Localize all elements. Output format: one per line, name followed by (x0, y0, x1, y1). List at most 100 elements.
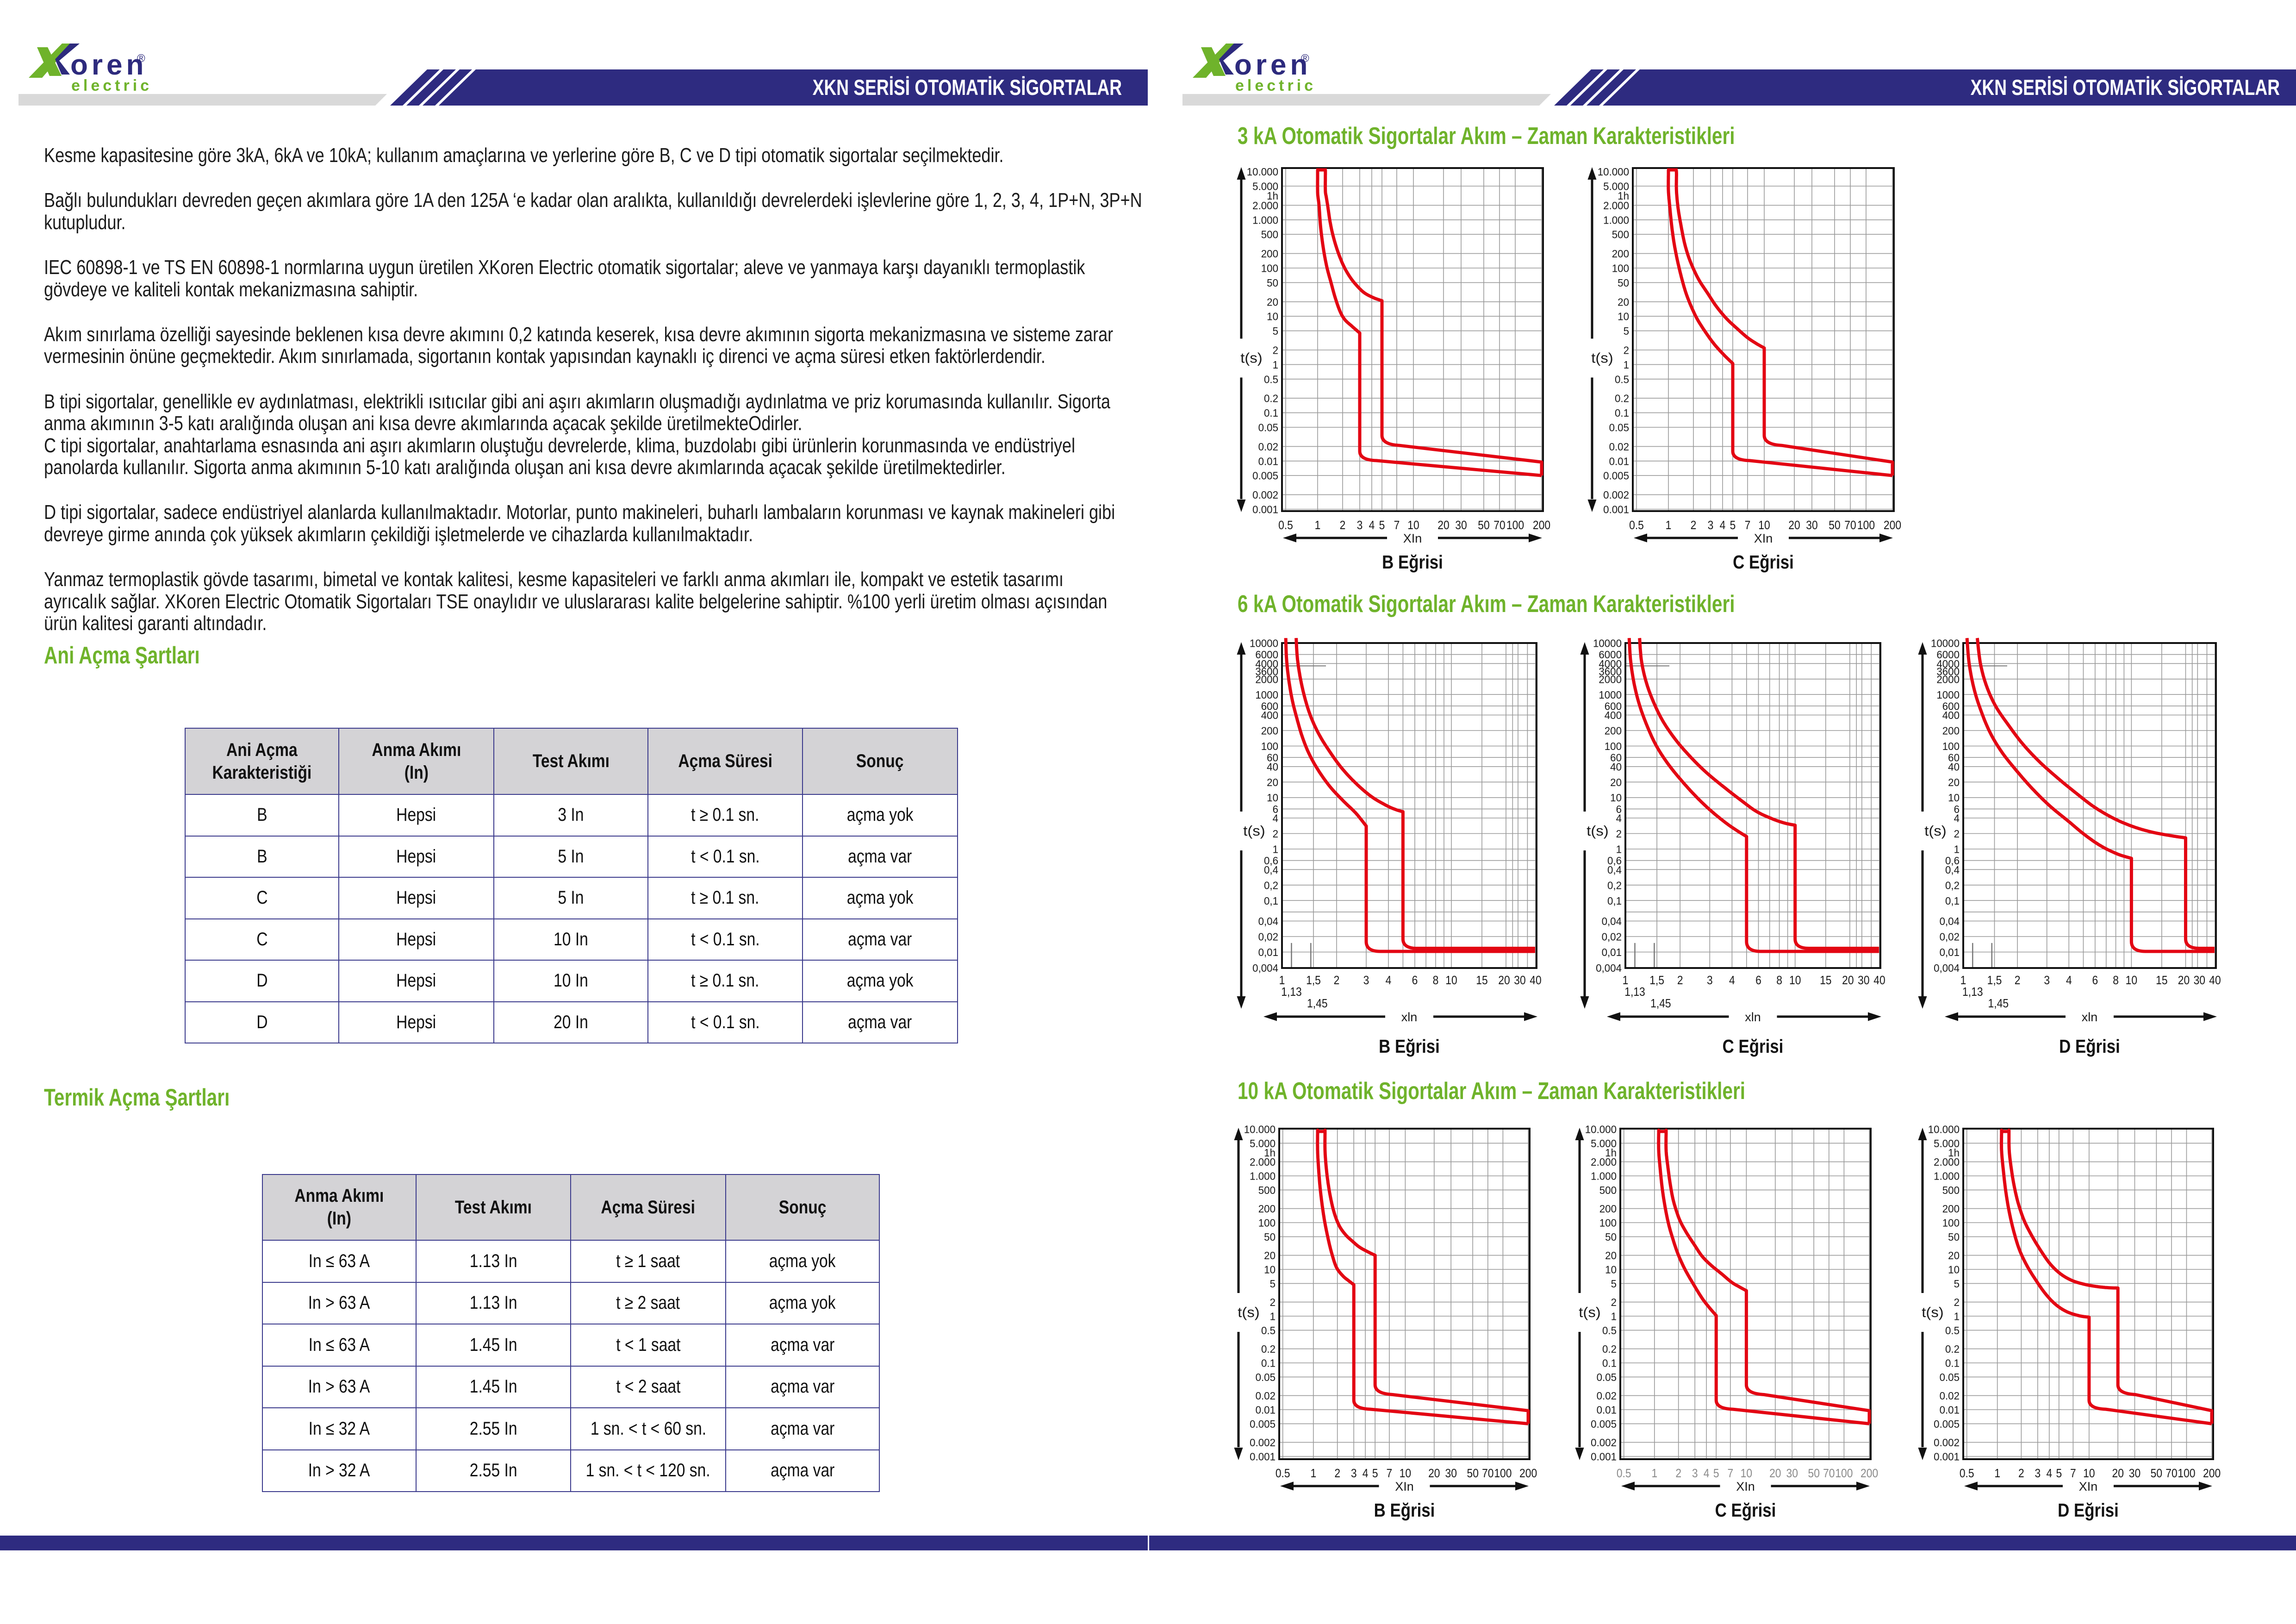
svg-text:0,01: 0,01 (1258, 946, 1278, 958)
svg-text:0.005: 0.005 (1591, 1418, 1617, 1430)
svg-text:0.002: 0.002 (1591, 1437, 1617, 1449)
svg-text:1: 1 (1623, 974, 1629, 987)
svg-text:10: 10 (1948, 792, 1960, 804)
svg-text:4: 4 (1704, 1467, 1710, 1480)
svg-text:50: 50 (1467, 1467, 1478, 1480)
svg-text:100: 100 (1857, 519, 1875, 532)
svg-text:3: 3 (1692, 1467, 1698, 1480)
svg-text:0.5: 0.5 (1261, 1324, 1276, 1337)
svg-text:4: 4 (1729, 974, 1735, 987)
svg-text:100: 100 (1261, 740, 1278, 752)
svg-text:70: 70 (1844, 519, 1856, 532)
svg-text:100: 100 (1835, 1467, 1853, 1480)
svg-text:0.001: 0.001 (1252, 503, 1278, 516)
svg-text:50: 50 (1948, 1230, 1960, 1243)
svg-text:10.000: 10.000 (1247, 166, 1278, 178)
svg-text:60: 60 (1948, 751, 1960, 764)
svg-text:1,45: 1,45 (1650, 997, 1671, 1011)
svg-text:7: 7 (1394, 519, 1400, 532)
svg-text:200: 200 (1612, 248, 1629, 260)
svg-text:100: 100 (1942, 1217, 1960, 1229)
svg-text:600: 600 (1942, 700, 1960, 712)
svg-text:200: 200 (1261, 725, 1278, 737)
svg-text:0.002: 0.002 (1934, 1437, 1960, 1449)
svg-text:10000: 10000 (1593, 637, 1622, 650)
svg-text:10: 10 (1267, 792, 1278, 804)
svg-text:5.000: 5.000 (1934, 1137, 1960, 1149)
svg-text:0,1: 0,1 (1264, 894, 1278, 907)
svg-text:2.000: 2.000 (1252, 199, 1278, 212)
svg-text:t(s): t(s) (1924, 823, 1946, 839)
svg-text:4: 4 (2046, 1467, 2052, 1480)
svg-text:30: 30 (2194, 974, 2205, 987)
svg-text:0.5: 0.5 (1602, 1324, 1617, 1337)
svg-text:6: 6 (1954, 803, 1960, 815)
svg-text:1.000: 1.000 (1250, 1170, 1276, 1182)
svg-text:6000: 6000 (1936, 649, 1960, 661)
svg-text:200: 200 (1261, 248, 1278, 260)
svg-text:B Eğrisi: B Eğrisi (1382, 552, 1443, 573)
svg-text:0.02: 0.02 (1940, 1390, 1960, 1402)
svg-text:0.005: 0.005 (1250, 1418, 1276, 1430)
svg-text:C Eğrisi: C Eğrisi (1723, 1036, 1784, 1057)
svg-text:2: 2 (1273, 827, 1278, 840)
svg-text:8: 8 (1776, 974, 1782, 987)
svg-text:200: 200 (1599, 1203, 1617, 1215)
svg-text:70: 70 (1823, 1467, 1835, 1480)
svg-text:0.1: 0.1 (1615, 407, 1629, 419)
svg-text:8: 8 (1433, 974, 1439, 987)
svg-text:1.000: 1.000 (1591, 1170, 1617, 1182)
svg-text:200: 200 (1942, 1203, 1960, 1215)
svg-text:0.005: 0.005 (1934, 1418, 1960, 1430)
svg-text:6000: 6000 (1599, 649, 1622, 661)
svg-text:0.002: 0.002 (1250, 1437, 1276, 1449)
svg-text:5: 5 (1379, 519, 1385, 532)
svg-text:2: 2 (1611, 1296, 1617, 1309)
svg-text:500: 500 (1261, 228, 1278, 241)
svg-text:2.000: 2.000 (1250, 1156, 1276, 1168)
svg-text:500: 500 (1599, 1184, 1617, 1196)
svg-text:3600: 3600 (1599, 665, 1622, 678)
svg-text:0.5: 0.5 (1617, 1467, 1631, 1480)
svg-text:0.1: 0.1 (1264, 407, 1278, 419)
svg-text:1: 1 (1954, 843, 1960, 856)
svg-text:2: 2 (1340, 519, 1346, 532)
svg-text:t(s): t(s) (1240, 350, 1262, 366)
svg-text:XIn: XIn (2079, 1480, 2098, 1493)
svg-text:0.2: 0.2 (1602, 1343, 1617, 1355)
svg-text:10: 10 (1264, 1263, 1276, 1276)
svg-text:0.001: 0.001 (1250, 1450, 1276, 1463)
svg-text:2: 2 (1624, 344, 1629, 356)
svg-text:3: 3 (2035, 1467, 2041, 1480)
svg-text:50: 50 (1829, 519, 1840, 532)
svg-text:1: 1 (1616, 843, 1622, 856)
svg-text:10.000: 10.000 (1585, 1123, 1617, 1136)
svg-text:10: 10 (1758, 519, 1770, 532)
svg-text:1h: 1h (1267, 190, 1278, 202)
svg-text:10000: 10000 (1931, 637, 1960, 650)
svg-text:400: 400 (1261, 709, 1278, 721)
svg-text:50: 50 (1478, 519, 1489, 532)
svg-text:2.000: 2.000 (1603, 199, 1629, 212)
svg-text:0,2: 0,2 (1945, 879, 1960, 892)
svg-text:20: 20 (1788, 519, 1800, 532)
svg-text:10.000: 10.000 (1598, 166, 1629, 178)
svg-text:1,45: 1,45 (1988, 997, 2009, 1011)
svg-text:1000: 1000 (1599, 688, 1622, 701)
svg-text:0.1: 0.1 (1945, 1357, 1960, 1369)
svg-text:200: 200 (1884, 519, 1901, 532)
svg-text:30: 30 (2129, 1467, 2140, 1480)
svg-text:0.2: 0.2 (1264, 392, 1278, 405)
svg-text:0,04: 0,04 (1940, 915, 1960, 927)
svg-text:1: 1 (1611, 1310, 1617, 1323)
svg-text:60: 60 (1610, 751, 1622, 764)
svg-text:0.5: 0.5 (1278, 519, 1293, 532)
svg-text:5: 5 (1611, 1277, 1617, 1290)
svg-text:5: 5 (1713, 1467, 1719, 1480)
svg-text:0,004: 0,004 (1596, 962, 1622, 974)
svg-text:5: 5 (1372, 1467, 1378, 1480)
svg-text:0,6: 0,6 (1607, 855, 1622, 867)
svg-text:1.000: 1.000 (1603, 214, 1629, 226)
svg-text:4000: 4000 (1599, 657, 1622, 670)
svg-text:0,4: 0,4 (1945, 863, 1960, 876)
